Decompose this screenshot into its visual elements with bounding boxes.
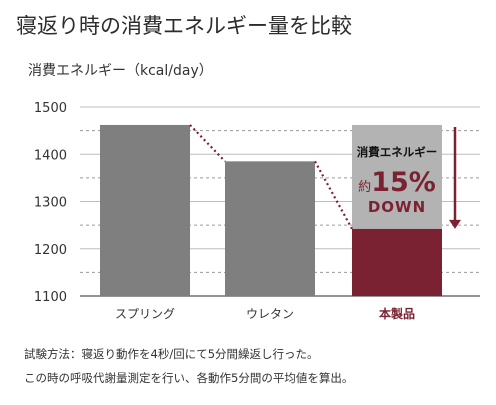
y-tick-label: 1200 <box>34 243 67 258</box>
calculation-note: この時の呼吸代謝量測定を行い、各動作5分間の平均値を算出。 <box>24 371 354 385</box>
annotation-energy-label: 消費エネルギー <box>357 145 438 159</box>
bar-2 <box>225 161 315 296</box>
x-category-label: 本製品 <box>379 306 415 321</box>
annotation-percent: 約15% <box>358 167 436 198</box>
y-tick-label: 1300 <box>34 196 67 211</box>
x-category-label: ウレタン <box>246 307 294 321</box>
bar-1 <box>100 124 190 296</box>
y-axis-unit-label: 消費エネルギー（kcal/day） <box>28 63 213 79</box>
y-tick-label: 1100 <box>34 290 67 305</box>
trend-dotted-line <box>189 124 226 163</box>
y-tick-label: 1500 <box>34 101 67 116</box>
reduction-box <box>352 124 442 229</box>
y-tick-label: 1400 <box>34 148 67 163</box>
bar-3 <box>352 228 442 296</box>
test-method-note: 試験方法：寝返り動作を4秒/回にて5分間繰返し行った。 <box>24 347 319 361</box>
down-arrow-head <box>449 219 461 229</box>
trend-dotted-line <box>314 160 353 230</box>
x-category-label: スプリング <box>115 307 175 321</box>
annotation-down: DOWN <box>368 198 426 216</box>
chart-title: 寝返り時の消費エネルギー量を比較 <box>16 14 352 38</box>
